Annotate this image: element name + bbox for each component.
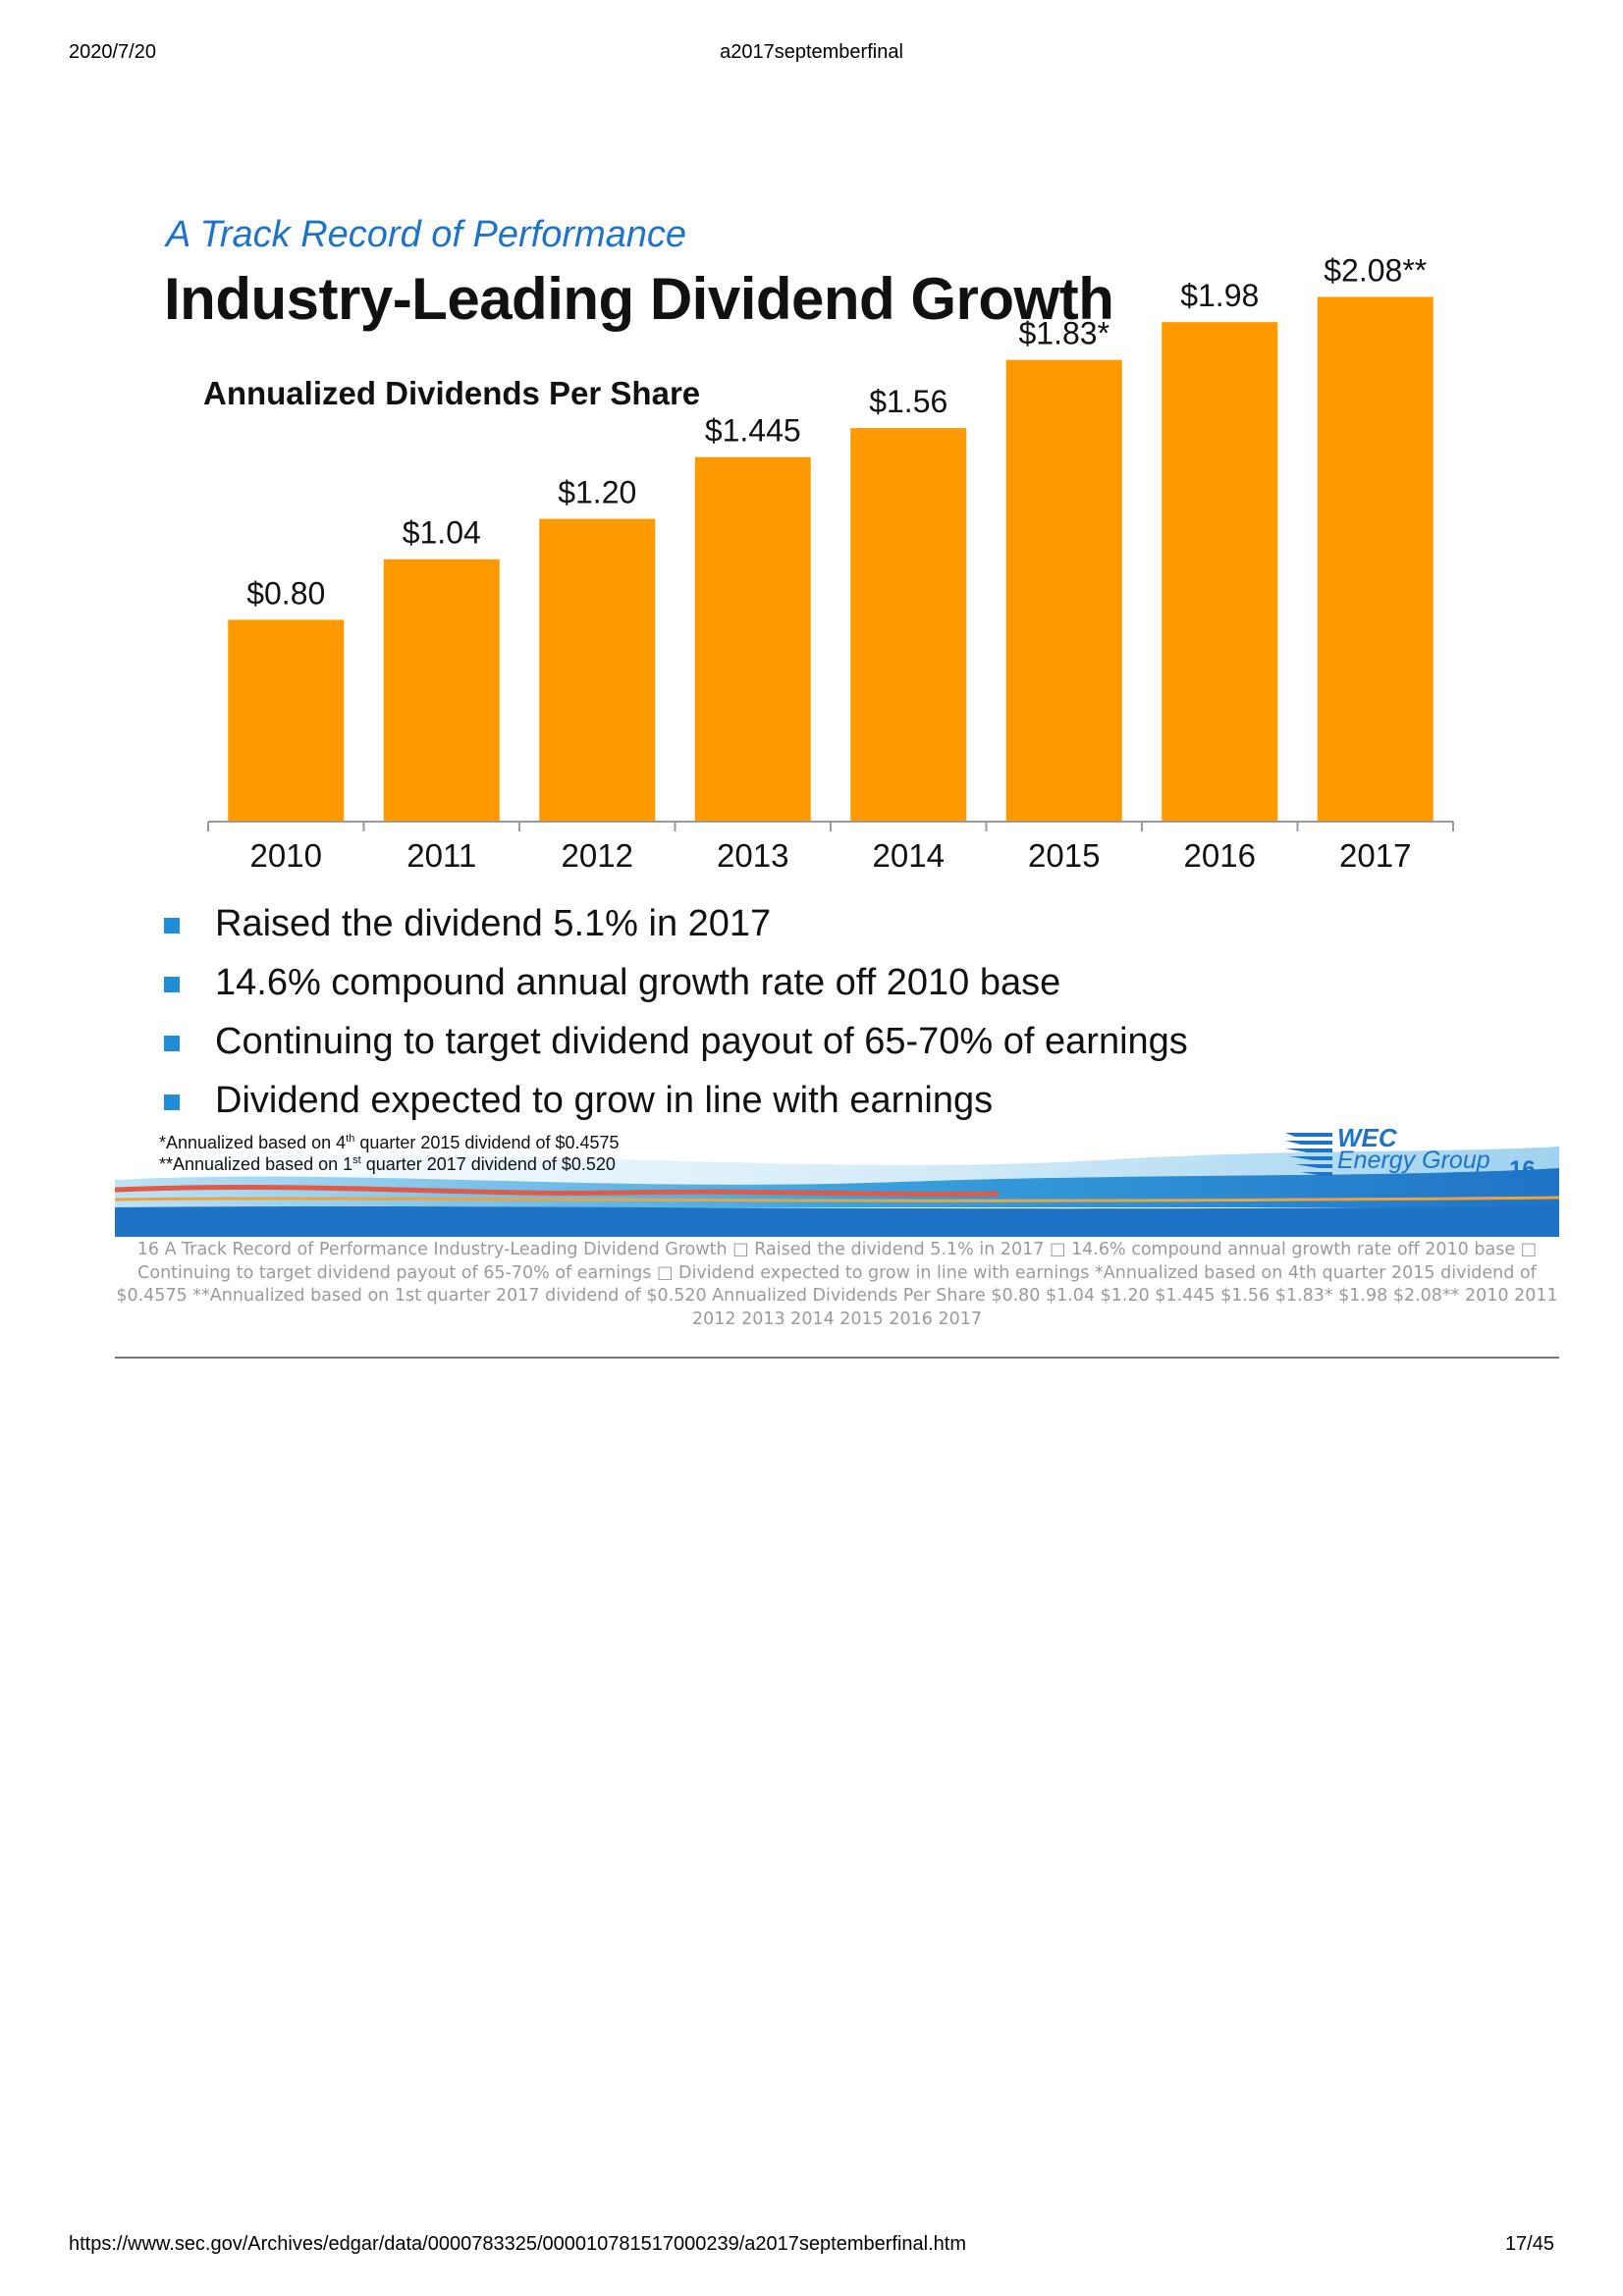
logo-wordmark-energy-group: Energy Group — [1337, 1147, 1490, 1174]
print-date: 2020/7/20 — [69, 41, 156, 63]
x-tick-label: 2015 — [1028, 837, 1100, 874]
x-tick-label: 2012 — [562, 837, 633, 874]
x-tick-label: 2013 — [717, 837, 788, 874]
source-url: https://www.sec.gov/Archives/edgar/data/… — [69, 2233, 966, 2255]
bullet-square-icon — [164, 977, 180, 992]
bar-2017 — [1317, 296, 1434, 822]
data-label: $1.20 — [558, 475, 636, 510]
data-label: $1.445 — [705, 413, 801, 449]
logo-wordmark-wec: WEC — [1337, 1123, 1397, 1152]
x-tick-label: 2010 — [250, 837, 322, 874]
x-tick-label: 2017 — [1339, 837, 1411, 874]
bullet-square-icon — [164, 1095, 180, 1110]
page-number: 17/45 — [1504, 2233, 1554, 2255]
bar-2014 — [850, 428, 967, 822]
bar-2016 — [1162, 322, 1278, 822]
bullet-square-icon — [164, 1036, 180, 1051]
bar-2012 — [539, 518, 656, 822]
data-label: $0.80 — [246, 575, 325, 611]
data-label: $1.56 — [869, 384, 947, 419]
data-label: $1.83* — [1018, 316, 1109, 351]
slide: $0.80 2010 $1.04 2011 $1.20 2012 $1.445 2013 $1.… — [115, 196, 1559, 1237]
data-label: $1.04 — [403, 515, 481, 551]
decorative-wave-band — [115, 1147, 1559, 1237]
chart-title: Annualized Dividends Per Share — [203, 375, 700, 411]
footnote-2015: *Annualized based on 4th quarter 2015 di… — [159, 1133, 620, 1152]
slide-title: Industry-Leading Dividend Growth — [164, 266, 1114, 332]
footnote-2017: **Annualized based on 1st quarter 2017 d… — [159, 1154, 616, 1174]
bar-2010 — [228, 619, 345, 822]
x-tick-label: 2014 — [873, 837, 945, 874]
x-tick-label: 2016 — [1184, 837, 1256, 874]
divider — [115, 1357, 1559, 1359]
dividend-bar-chart: $0.80 2010 $1.04 2011 $1.20 2012 $1.445 2013 $1.… — [115, 252, 1559, 1237]
bar-2015 — [1005, 359, 1122, 822]
data-label: $1.98 — [1180, 278, 1259, 313]
bar-2011 — [383, 559, 500, 822]
x-tick-label: 2011 — [406, 837, 476, 874]
bar-2013 — [694, 456, 811, 822]
slide-subtitle: A Track Record of Performance — [166, 214, 687, 255]
wec-logo-icon — [1285, 1133, 1332, 1176]
slide-number: 16 — [1509, 1156, 1536, 1183]
slide-text-transcript: 16 A Track Record of Performance Industr… — [116, 1240, 1558, 1329]
bullet-square-icon — [164, 918, 180, 934]
data-label: $2.08** — [1324, 252, 1427, 288]
document-title: a2017septemberfinal — [720, 41, 903, 63]
